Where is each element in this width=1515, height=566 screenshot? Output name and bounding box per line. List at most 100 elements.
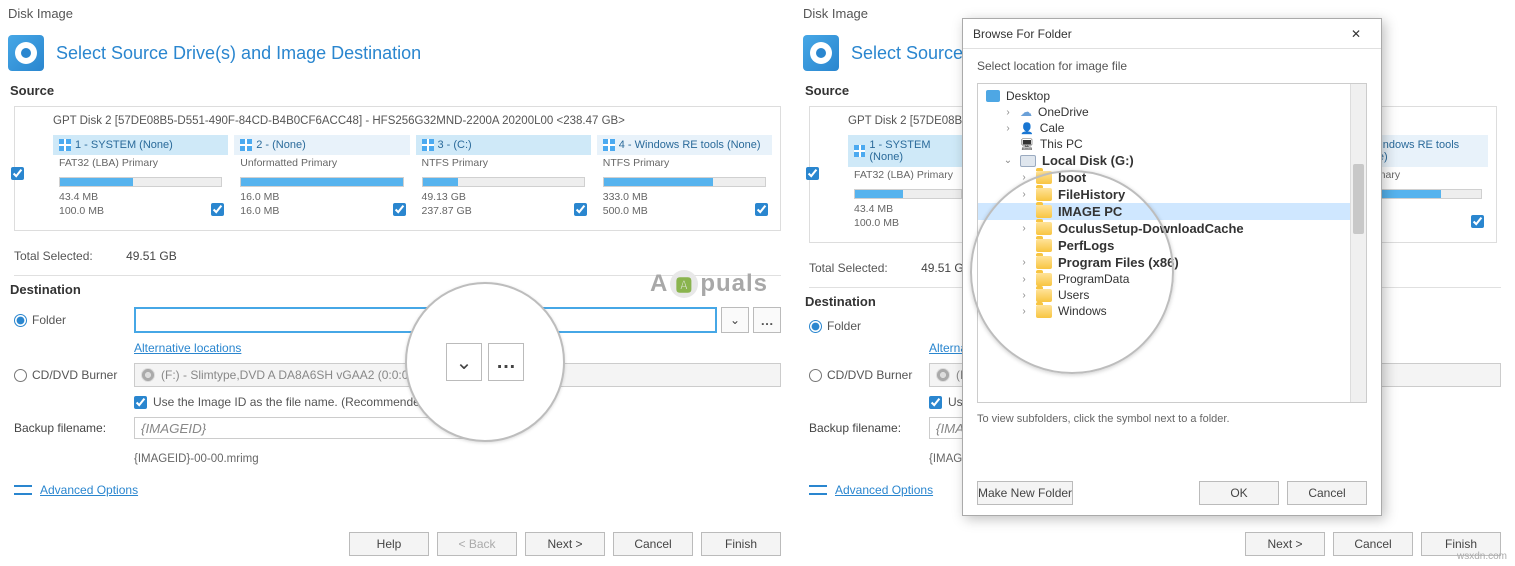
partition-title: 1 - SYSTEM (None): [75, 139, 173, 151]
source-box: GPT Disk 2 [57DE08B5-D551-490F-84CD-B4B0…: [14, 106, 781, 231]
partition-sizes: 333.0 MB500.0 MB: [597, 189, 772, 220]
tree-item[interactable]: PerfLogs: [978, 237, 1366, 254]
partition-fs: FAT32 (LBA) Primary: [53, 155, 228, 175]
watermark-icon: 🅰: [670, 270, 698, 298]
cancel-button[interactable]: Cancel: [1333, 532, 1413, 556]
tree-item-label: PerfLogs: [1058, 238, 1114, 253]
advanced-options-link[interactable]: Advanced Options: [835, 483, 933, 497]
total-selected-row: Total Selected: 49.51 GB: [0, 239, 795, 273]
expander-icon[interactable]: ›: [1018, 223, 1030, 234]
tree-item-desktop[interactable]: Desktop: [978, 88, 1366, 104]
expander-icon[interactable]: ›: [1018, 290, 1030, 301]
partition-title: 2 - (None): [256, 139, 306, 151]
partition-1[interactable]: 1 - SYSTEM (None) FAT32 (LBA) Primary 43…: [848, 135, 968, 232]
tree-item[interactable]: › OculusSetup-DownloadCache: [978, 220, 1366, 237]
cloud-icon: ☁: [1020, 105, 1032, 119]
tree-item[interactable]: ›boot: [978, 169, 1366, 186]
dvd-radio[interactable]: CD/DVD Burner: [14, 368, 124, 382]
finish-button[interactable]: Finish: [701, 532, 781, 556]
tree-item[interactable]: 🖥This PC: [978, 136, 1366, 152]
partition-3[interactable]: 3 - (C:) NTFS Primary 49.13 GB237.87 GB: [416, 135, 591, 220]
partition-fs: NTFS Primary: [416, 155, 591, 175]
scrollbar[interactable]: [1350, 84, 1366, 402]
ok-button[interactable]: OK: [1199, 481, 1279, 505]
partition-sizes: 43.4 MB100.0 MB: [53, 189, 228, 220]
partition-checkbox[interactable]: [393, 203, 406, 216]
folder-radio[interactable]: Folder: [809, 319, 919, 333]
help-button[interactable]: Help: [349, 532, 429, 556]
window-title: Disk Image: [0, 0, 795, 27]
close-button[interactable]: ✕: [1341, 24, 1371, 44]
tree-item[interactable]: ›Program Files (x86): [978, 254, 1366, 271]
magnified-dropdown-icon: ⌄: [446, 343, 482, 381]
partition-checkbox[interactable]: [755, 203, 768, 216]
tree-item[interactable]: ›Windows: [978, 303, 1366, 319]
expander-icon[interactable]: ›: [1002, 107, 1014, 118]
select-all-disk-checkbox[interactable]: [11, 167, 24, 180]
partition-checkbox[interactable]: [574, 203, 587, 216]
folder-icon: [1036, 289, 1052, 302]
expander-icon[interactable]: ›: [1018, 306, 1030, 317]
windows-icon: [59, 139, 71, 151]
folder-dropdown-button[interactable]: ⌄: [721, 307, 749, 333]
expander-icon[interactable]: ›: [1002, 123, 1014, 134]
partition-1[interactable]: 1 - SYSTEM (None) FAT32 (LBA) Primary 43…: [53, 135, 228, 220]
folder-icon: [1036, 222, 1052, 235]
expander-icon[interactable]: ⌄: [1002, 155, 1014, 166]
use-image-id-checkbox[interactable]: [134, 396, 147, 409]
advanced-options-link[interactable]: Advanced Options: [40, 483, 138, 497]
expander-icon[interactable]: ›: [1018, 257, 1030, 268]
folder-icon: [1036, 305, 1052, 318]
total-selected-value: 49.51 GB: [126, 249, 177, 263]
dialog-cancel-button[interactable]: Cancel: [1287, 481, 1367, 505]
dvd-radio[interactable]: CD/DVD Burner: [809, 368, 919, 382]
folder-icon: [1036, 171, 1052, 184]
back-button[interactable]: < Back: [437, 532, 517, 556]
alternative-locations-link[interactable]: Alternative locations: [134, 341, 241, 355]
expander-icon[interactable]: ›: [1018, 274, 1030, 285]
backup-filename-label: Backup filename:: [809, 421, 919, 435]
use-image-id-label: Use the Image ID as the file name. (Reco…: [153, 395, 430, 409]
use-image-id-checkbox[interactable]: [929, 396, 942, 409]
tree-item[interactable]: ›👤Cale: [978, 120, 1366, 136]
backup-filename-label: Backup filename:: [14, 421, 124, 435]
browse-folder-dialog: Browse For Folder ✕ Select location for …: [962, 18, 1382, 516]
page-title: Select Source Drive(s) and Image Destina…: [56, 43, 421, 64]
select-all-disk-checkbox[interactable]: [806, 167, 819, 180]
partition-sizes: 49.13 GB237.87 GB: [416, 189, 591, 220]
usage-bar: [240, 177, 403, 187]
tree-item-label: Cale: [1040, 121, 1065, 135]
expander-icon[interactable]: ›: [1018, 189, 1030, 200]
tree-item[interactable]: › Users: [978, 287, 1366, 303]
template-filename: {IMAGEID}-00-00.mrimg: [134, 447, 781, 465]
tree-item-label: This PC: [1040, 137, 1083, 151]
tree-item-label: OculusSetup-DownloadCache: [1058, 221, 1244, 236]
usage-bar: [603, 177, 766, 187]
header: Select Source Drive(s) and Image Destina…: [0, 27, 795, 79]
make-new-folder-button[interactable]: Make New Folder: [977, 481, 1073, 505]
wizard-buttons: Help < Back Next > Cancel Finish: [349, 532, 781, 556]
browse-folder-button[interactable]: …: [753, 307, 781, 333]
tree-item-label: Users: [1058, 288, 1089, 302]
partition-sizes: 16.0 MB16.0 MB: [234, 189, 409, 220]
folder-radio[interactable]: Folder: [14, 313, 124, 327]
tree-item[interactable]: ›FileHistory: [978, 186, 1366, 203]
folder-tree[interactable]: Desktop ›☁OneDrive›👤Cale🖥This PC⌄Local D…: [977, 83, 1367, 403]
partition-2[interactable]: 2 - (None) Unformatted Primary 16.0 MB16…: [234, 135, 409, 220]
tree-item[interactable]: ›ProgramData: [978, 271, 1366, 287]
total-selected-label: Total Selected:: [14, 249, 93, 263]
close-icon: ✕: [1351, 27, 1361, 41]
next-button[interactable]: Next >: [1245, 532, 1325, 556]
sliders-icon: [809, 481, 827, 499]
partition-4[interactable]: 4 - Windows RE tools (None) NTFS Primary…: [597, 135, 772, 220]
tree-item[interactable]: ⌄Local Disk (G:): [978, 152, 1366, 169]
cancel-button[interactable]: Cancel: [613, 532, 693, 556]
tree-item[interactable]: IMAGE PC: [978, 203, 1366, 220]
tree-item[interactable]: ›☁OneDrive: [978, 104, 1366, 120]
next-button[interactable]: Next >: [525, 532, 605, 556]
disk-image-icon: [8, 35, 44, 71]
expander-icon[interactable]: ›: [1018, 172, 1030, 183]
watermark: A🅰puals: [650, 270, 800, 298]
partition-checkbox[interactable]: [1471, 215, 1484, 228]
partition-checkbox[interactable]: [211, 203, 224, 216]
